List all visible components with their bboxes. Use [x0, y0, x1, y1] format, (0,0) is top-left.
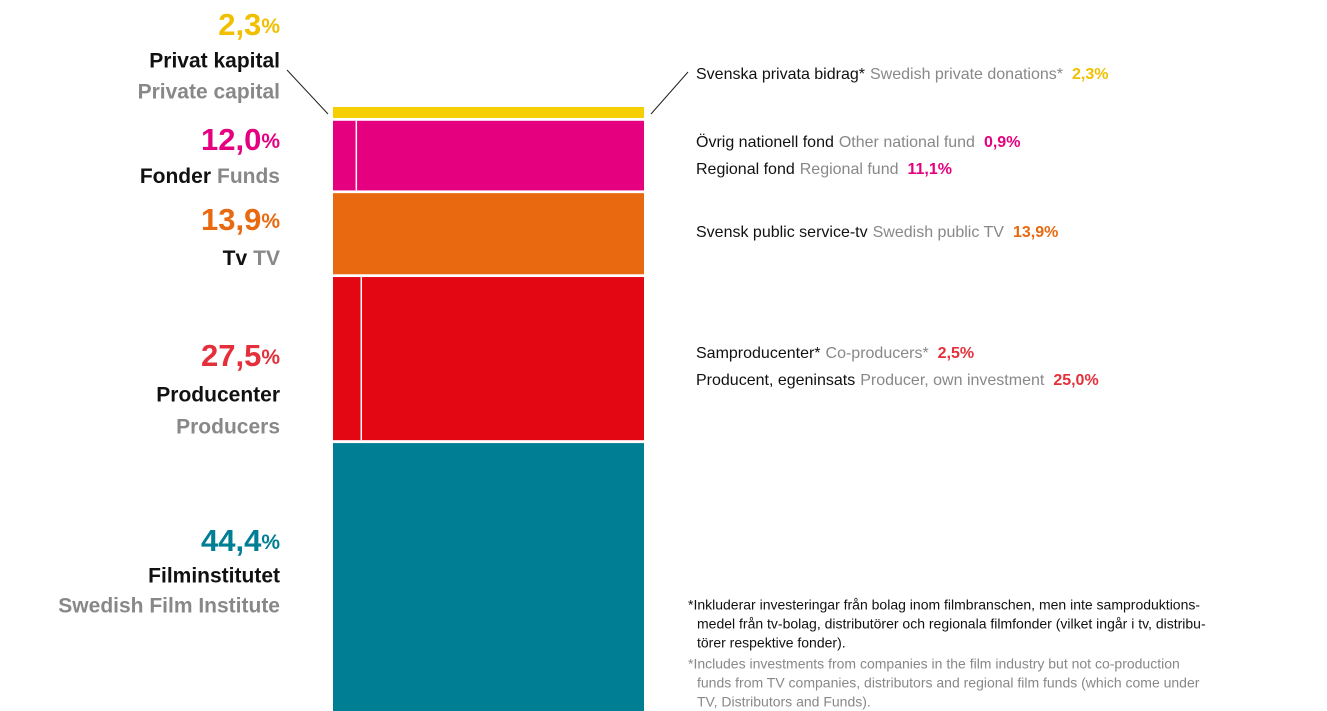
group-name-en: Producers — [176, 416, 280, 439]
segment-name: Övrig nationell fond — [696, 133, 834, 151]
connector — [286, 69, 329, 115]
bar-segment — [361, 277, 644, 441]
unit: % — [261, 15, 280, 38]
segment-name-en: Producer, own investment — [860, 372, 1045, 389]
segment-value-label: 0,9% — [984, 134, 1020, 151]
unit: % — [261, 531, 280, 554]
group-name: Tv TV — [223, 247, 280, 270]
footnote: törer respektive fonder). — [697, 635, 846, 651]
bar-segment — [333, 120, 357, 191]
bar-segment — [333, 107, 644, 118]
segment-name-en: Regional fund — [800, 161, 899, 178]
segment-name-en: Swedish public TV — [873, 224, 1005, 241]
group-value: 27,5 — [201, 338, 261, 373]
segment-label: Regional fond Regional fund 11,1% — [696, 161, 952, 178]
group-value: 12,0 — [201, 122, 261, 157]
group-name-sv: Filminstitutet — [148, 565, 280, 588]
segment-name: Svenska privata bidrag* — [696, 66, 865, 83]
unit: % — [261, 130, 280, 153]
group-value-label: 12,0% — [201, 122, 280, 157]
connector — [650, 71, 689, 115]
segment-name-en: Co-producers* — [826, 345, 929, 362]
group-value: 2,3 — [218, 7, 261, 42]
segment-name: Regional fond — [696, 161, 795, 178]
group-name-sv: Producenter — [156, 384, 280, 407]
segment-name-en: Swedish private donations* — [870, 66, 1063, 83]
footnote-en: TV, Distributors and Funds). — [697, 694, 871, 710]
segment-label: Svenska privata bidrag* Swedish private d… — [696, 66, 1108, 83]
group-name-en: TV — [253, 247, 280, 270]
group-name-sv: Tv — [223, 247, 248, 270]
group-value-label: 27,5% — [201, 338, 280, 373]
unit: % — [261, 210, 280, 233]
group-value-label: 2,3% — [218, 7, 280, 42]
group-name-en: Swedish Film Institute — [58, 595, 280, 618]
segment-name-en: Other national fund — [839, 134, 975, 151]
group-name-sv: Privat kapital — [149, 50, 280, 73]
segment-label: Producent, egeninsats Producer, own inves… — [696, 372, 1099, 389]
unit: % — [261, 346, 280, 369]
group-value: 13,9 — [201, 202, 261, 237]
segment-name: Samproducenter* — [696, 345, 821, 362]
segment-name: Producent, egeninsats — [696, 372, 855, 389]
group-value: 44,4 — [201, 523, 262, 558]
group-name-en: Funds — [217, 165, 280, 188]
group-name: Fonder Funds — [140, 165, 280, 188]
group-name-en: Private capital — [138, 81, 280, 104]
bar-segment — [356, 120, 644, 191]
segment-name: Svensk public service-tv — [696, 224, 868, 241]
segment-label: Svensk public service-tv Swedish public T… — [696, 224, 1058, 241]
group-value-label: 44,4% — [201, 523, 280, 558]
segment-value-label: 11,1% — [908, 161, 952, 178]
segment-value-label: 25,0% — [1053, 372, 1098, 389]
footnote-en: funds from TV companies, distributors an… — [697, 675, 1200, 691]
footnote: medel från tv-bolag, distributörer och r… — [697, 616, 1206, 632]
bar-group — [333, 443, 644, 711]
footnote-en: *Includes investments from companies in … — [688, 656, 1180, 672]
segment-label: Övrig nationell fond Other national fund 0… — [696, 133, 1020, 151]
bar-segment — [333, 193, 644, 275]
footnote: *Inkluderar investeringar från bolag ino… — [688, 597, 1200, 613]
segment-value-label: 2,5% — [938, 345, 974, 362]
group-name-sv: Fonder — [140, 165, 211, 188]
group-value-label: 13,9% — [201, 202, 280, 237]
segment-label: Samproducenter* Co-producers* 2,5% — [696, 345, 974, 362]
bar-segment — [333, 277, 362, 441]
segment-value-label: 2,3% — [1072, 66, 1108, 83]
segment-value-label: 13,9% — [1013, 224, 1058, 241]
